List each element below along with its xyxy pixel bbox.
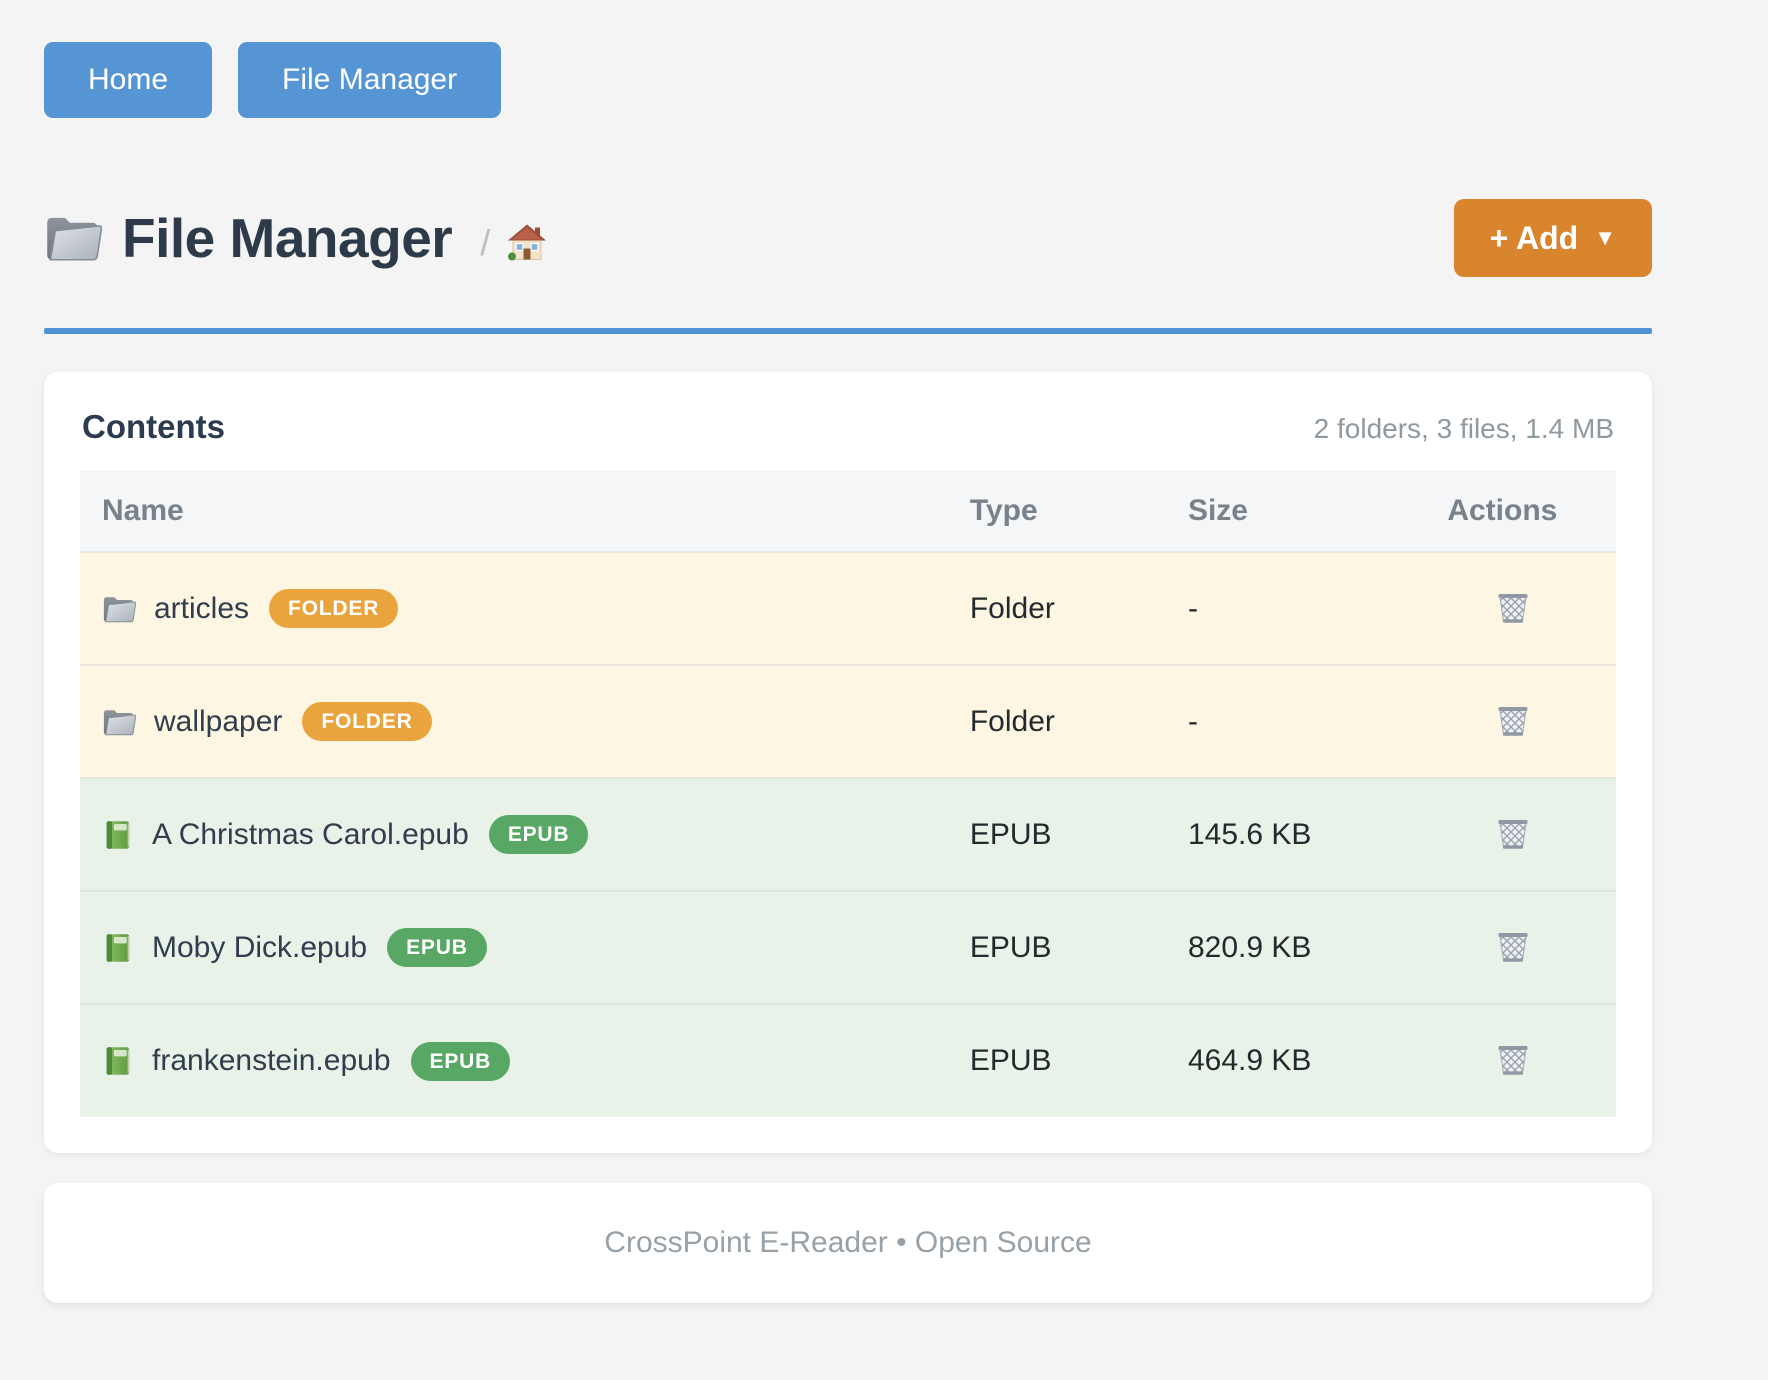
file-table: Name Type Size Actions articles FOLDER F… (80, 470, 1616, 1117)
column-header-name: Name (102, 493, 184, 527)
size-cell: 464.9 KB (1165, 1003, 1389, 1117)
size-cell: 820.9 KB (1165, 890, 1389, 1004)
trash-icon (1495, 1045, 1531, 1079)
home-icon[interactable] (506, 223, 548, 262)
size-cell: - (1165, 551, 1389, 665)
column-header-actions: Actions (1447, 493, 1558, 527)
chevron-down-icon: ▼ (1594, 225, 1616, 250)
table-row-wallpaper[interactable]: wallpaper FOLDER Folder - (80, 664, 1616, 778)
file-name[interactable]: articles (154, 591, 250, 625)
delete-button[interactable] (1491, 812, 1535, 854)
delete-button[interactable] (1491, 925, 1535, 967)
file-name[interactable]: Moby Dick.epub (152, 930, 368, 964)
table-row-articles[interactable]: articles FOLDER Folder - (80, 551, 1616, 665)
delete-button[interactable] (1491, 586, 1535, 628)
page-header: File Manager / + Add ▼ (44, 192, 1652, 284)
type-badge: EPUB (488, 815, 589, 854)
trash-icon (1495, 818, 1531, 853)
type-badge: FOLDER (269, 589, 399, 628)
open-folder-icon (44, 213, 102, 263)
folder-icon (102, 594, 136, 624)
page-container: Home File Manager File Manager / + Add ▼… (44, 0, 1652, 1303)
footer-text: CrossPoint E-Reader • Open Source (604, 1226, 1092, 1259)
nav-file-manager-button[interactable]: File Manager (238, 42, 502, 118)
page-title: File Manager (122, 207, 453, 269)
contents-card: Contents 2 folders, 3 files, 1.4 MB Name… (44, 372, 1652, 1153)
folder-icon (102, 707, 136, 737)
contents-title: Contents (82, 408, 225, 445)
top-nav: Home File Manager (44, 0, 1652, 118)
nav-home-button[interactable]: Home (44, 42, 213, 118)
file-name[interactable]: A Christmas Carol.epub (152, 817, 469, 851)
book-icon (102, 931, 134, 965)
file-table-header-row: Name Type Size Actions (80, 470, 1616, 552)
type-badge: FOLDER (302, 702, 432, 741)
column-header-type: Type (969, 493, 1038, 527)
trash-icon (1495, 592, 1531, 627)
table-row-moby-dick-epub[interactable]: Moby Dick.epub EPUB EPUB 820.9 KB (80, 890, 1616, 1004)
type-cell: EPUB (947, 890, 1166, 1004)
book-icon (102, 1044, 134, 1078)
contents-card-header: Contents 2 folders, 3 files, 1.4 MB (80, 408, 1616, 446)
column-header-size: Size (1187, 493, 1248, 527)
table-row-a-christmas-carol-epub[interactable]: A Christmas Carol.epub EPUB EPUB 145.6 K… (80, 777, 1616, 891)
delete-button[interactable] (1491, 1038, 1535, 1080)
type-cell: EPUB (947, 777, 1166, 891)
breadcrumb-separator: / (480, 222, 491, 263)
trash-icon (1495, 705, 1531, 740)
size-cell: - (1165, 664, 1389, 778)
type-badge: EPUB (387, 928, 487, 967)
add-button-label: + Add (1489, 219, 1579, 256)
contents-summary: 2 folders, 3 files, 1.4 MB (1313, 413, 1614, 444)
file-name[interactable]: wallpaper (154, 704, 283, 738)
type-cell: Folder (947, 664, 1166, 778)
title-divider (44, 328, 1652, 334)
book-icon (102, 818, 134, 852)
add-button[interactable]: + Add ▼ (1453, 199, 1652, 277)
trash-icon (1495, 931, 1531, 966)
type-cell: EPUB (947, 1003, 1166, 1117)
delete-button[interactable] (1491, 699, 1535, 741)
title-group: File Manager / (44, 206, 548, 270)
size-cell: 145.6 KB (1165, 777, 1389, 891)
file-name[interactable]: frankenstein.epub (152, 1044, 391, 1077)
footer: CrossPoint E-Reader • Open Source (44, 1183, 1652, 1303)
type-badge: EPUB (410, 1041, 511, 1081)
type-cell: Folder (947, 551, 1166, 665)
table-row-frankenstein-epub[interactable]: frankenstein.epub EPUB EPUB 464.9 KB (80, 1003, 1616, 1117)
